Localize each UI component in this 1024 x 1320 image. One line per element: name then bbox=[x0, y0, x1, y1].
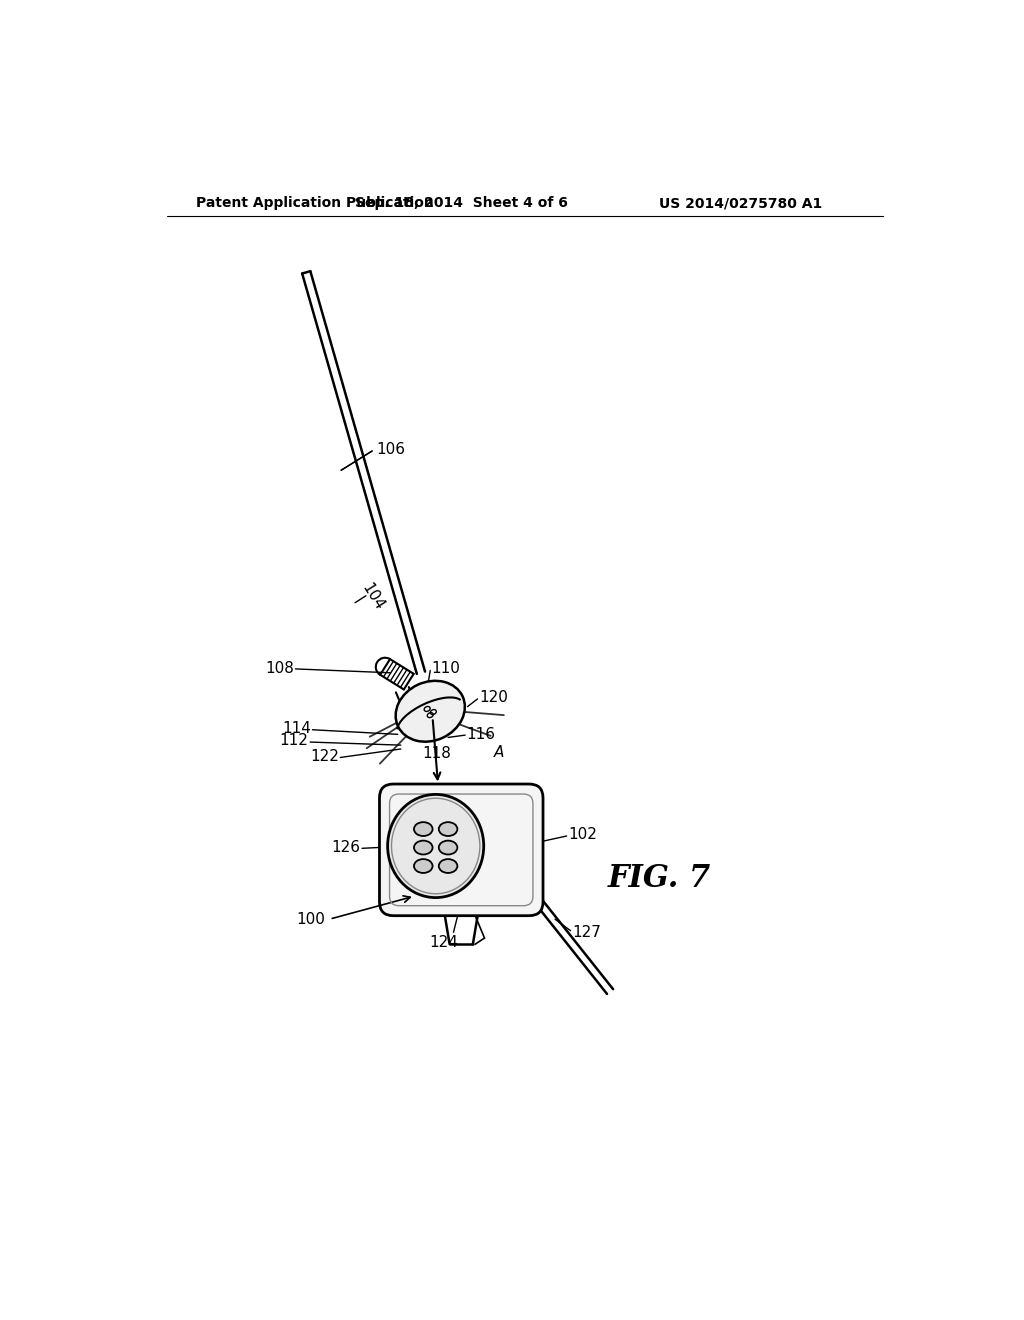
Text: 110: 110 bbox=[432, 661, 461, 676]
Text: 127: 127 bbox=[572, 925, 601, 940]
Ellipse shape bbox=[414, 822, 432, 836]
Text: Patent Application Publication: Patent Application Publication bbox=[197, 197, 434, 210]
Text: 118: 118 bbox=[423, 746, 452, 762]
Text: 102: 102 bbox=[568, 826, 597, 842]
Text: 122: 122 bbox=[310, 750, 339, 764]
Text: FIG. 7: FIG. 7 bbox=[607, 863, 711, 894]
FancyBboxPatch shape bbox=[380, 784, 543, 916]
Text: 114: 114 bbox=[282, 721, 311, 735]
Ellipse shape bbox=[414, 841, 432, 854]
Ellipse shape bbox=[395, 681, 465, 742]
Text: A: A bbox=[494, 746, 504, 760]
Text: 106: 106 bbox=[376, 442, 406, 457]
Text: 100: 100 bbox=[297, 912, 326, 927]
Text: 108: 108 bbox=[265, 660, 294, 676]
Text: Sep. 18, 2014  Sheet 4 of 6: Sep. 18, 2014 Sheet 4 of 6 bbox=[354, 197, 567, 210]
Ellipse shape bbox=[414, 859, 432, 873]
Ellipse shape bbox=[438, 822, 458, 836]
Text: 104: 104 bbox=[359, 581, 387, 614]
Text: 116: 116 bbox=[467, 727, 496, 742]
Text: 124: 124 bbox=[430, 935, 459, 949]
Text: 126: 126 bbox=[332, 840, 360, 855]
Text: US 2014/0275780 A1: US 2014/0275780 A1 bbox=[658, 197, 822, 210]
Text: 120: 120 bbox=[479, 690, 508, 705]
Ellipse shape bbox=[438, 859, 458, 873]
Ellipse shape bbox=[388, 795, 483, 898]
Ellipse shape bbox=[438, 841, 458, 854]
Text: 112: 112 bbox=[280, 733, 308, 748]
